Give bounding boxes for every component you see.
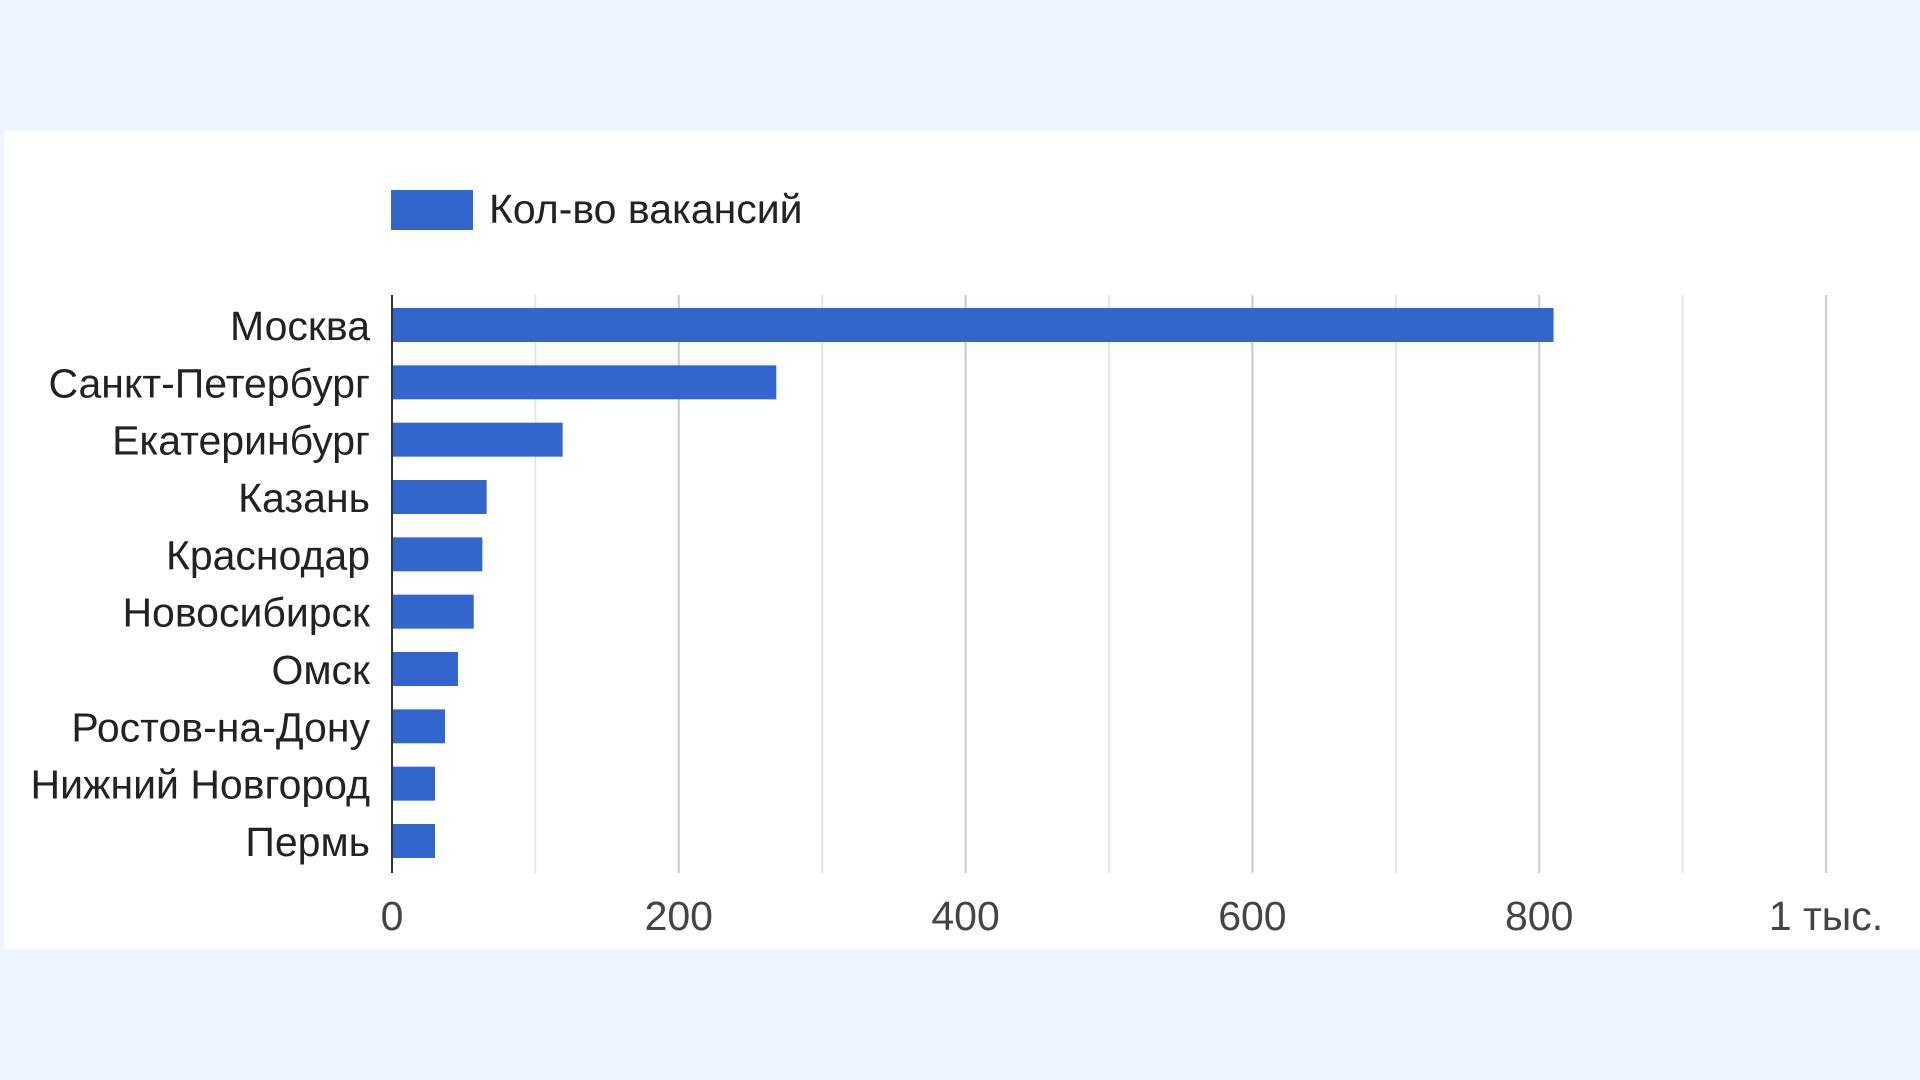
chart-panel: Кол-во вакансий Москва Санкт-Петербург Ека… [4, 131, 1920, 949]
bars [393, 308, 1554, 858]
category-label: Пермь [245, 819, 370, 865]
category-label: Ростов-на-Дону [71, 704, 370, 750]
x-tick-label: 200 [645, 893, 713, 939]
category-label: Нижний Новгород [31, 762, 371, 808]
x-axis-tick-labels: 0 200 400 600 800 1 тыс. [381, 893, 1884, 939]
category-labels: Москва Санкт-Петербург Екатеринбург Казань К… [31, 303, 372, 865]
bar [393, 422, 563, 457]
bar-chart: Кол-во вакансий Москва Санкт-Петербург Ека… [31, 186, 1884, 939]
bar [393, 594, 474, 629]
category-label: Новосибирск [122, 590, 371, 636]
category-label: Санкт-Петербург [48, 360, 370, 406]
legend-label: Кол-во вакансий [489, 186, 803, 232]
x-tick-label: 1 тыс. [1769, 893, 1883, 939]
x-tick-label: 600 [1218, 893, 1286, 939]
category-label: Москва [230, 303, 370, 349]
bar [393, 480, 487, 514]
legend-swatch [391, 190, 473, 230]
category-label: Казань [238, 475, 370, 521]
bar [393, 652, 458, 686]
bar [393, 709, 446, 744]
bar [393, 537, 483, 572]
x-tick-label: 0 [381, 893, 404, 939]
bar [393, 824, 436, 858]
bar [393, 365, 777, 400]
bar [393, 308, 1554, 342]
x-tick-label: 800 [1505, 893, 1573, 939]
legend: Кол-во вакансий [391, 186, 803, 232]
category-label: Краснодар [166, 532, 370, 578]
category-label: Екатеринбург [112, 418, 370, 464]
bar [393, 766, 436, 801]
category-label: Омск [271, 647, 371, 693]
x-tick-label: 400 [931, 893, 999, 939]
